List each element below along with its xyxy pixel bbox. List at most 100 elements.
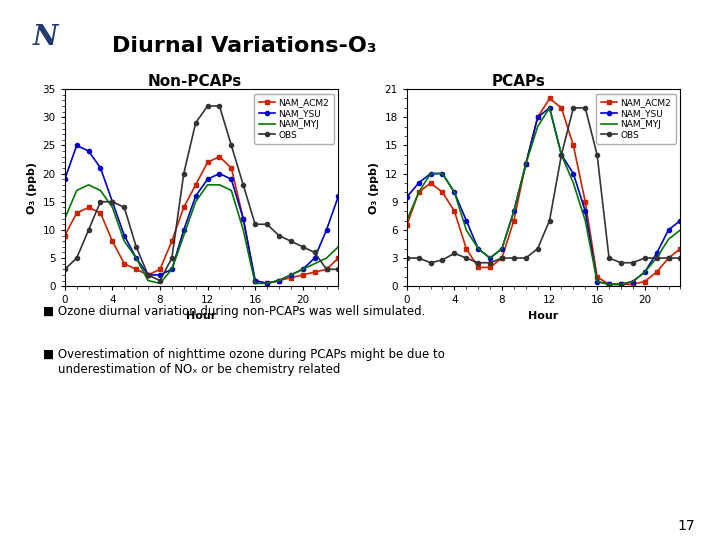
NAM_MYJ	[569, 180, 577, 186]
NAM_MYJ	[426, 170, 435, 177]
NAM_YSU	[510, 208, 518, 214]
NAM_YSU	[334, 193, 343, 199]
Text: Diurnal Variations-O₃: Diurnal Variations-O₃	[112, 36, 377, 56]
OBS	[498, 255, 506, 261]
NAM_YSU	[322, 227, 330, 233]
OBS	[108, 199, 117, 205]
NAM_MYJ	[605, 281, 613, 288]
NAM_ACM2	[298, 272, 307, 278]
NAM_MYJ	[251, 280, 259, 287]
NAM_YSU	[498, 245, 506, 252]
NAM_YSU	[192, 193, 200, 199]
Line: OBS: OBS	[63, 104, 341, 282]
NAM_YSU	[156, 272, 164, 278]
Text: N: N	[32, 24, 58, 51]
NAM_YSU	[450, 189, 459, 195]
NAM_YSU	[84, 148, 93, 154]
NAM_MYJ	[310, 260, 319, 267]
NAM_ACM2	[215, 153, 224, 160]
OBS	[581, 105, 590, 111]
OBS	[144, 272, 153, 278]
NAM_MYJ	[84, 181, 93, 188]
NAM_MYJ	[545, 105, 554, 111]
NAM_ACM2	[557, 105, 566, 111]
NAM_ACM2	[426, 180, 435, 186]
NAM_MYJ	[298, 266, 307, 273]
NAM_YSU	[629, 278, 637, 285]
NAM_ACM2	[132, 266, 140, 273]
NAM_YSU	[215, 170, 224, 177]
OBS	[426, 260, 435, 266]
NAM_YSU	[132, 255, 140, 261]
NAM_ACM2	[616, 281, 625, 288]
NAM_YSU	[486, 255, 495, 261]
OBS	[263, 221, 271, 227]
NAM_ACM2	[274, 278, 283, 284]
NAM_MYJ	[239, 227, 248, 233]
OBS	[156, 278, 164, 284]
NAM_YSU	[676, 217, 685, 224]
NAM_YSU	[426, 170, 435, 177]
NAM_ACM2	[144, 272, 153, 278]
NAM_YSU	[203, 176, 212, 183]
OBS	[415, 255, 423, 261]
NAM_YSU	[593, 278, 601, 285]
NAM_MYJ	[96, 187, 105, 194]
NAM_YSU	[534, 114, 542, 120]
NAM_ACM2	[415, 189, 423, 195]
NAM_YSU	[462, 217, 471, 224]
NAM_MYJ	[640, 269, 649, 275]
NAM_MYJ	[263, 280, 271, 287]
NAM_MYJ	[510, 208, 518, 214]
OBS	[569, 105, 577, 111]
OBS	[322, 266, 330, 273]
NAM_MYJ	[676, 227, 685, 233]
OBS	[640, 255, 649, 261]
Line: NAM_MYJ: NAM_MYJ	[65, 185, 338, 284]
NAM_MYJ	[450, 189, 459, 195]
NAM_ACM2	[179, 204, 188, 211]
NAM_MYJ	[132, 255, 140, 261]
OBS	[402, 255, 411, 261]
NAM_MYJ	[486, 255, 495, 261]
NAM_MYJ	[593, 278, 601, 285]
NAM_ACM2	[450, 208, 459, 214]
NAM_YSU	[60, 176, 69, 183]
NAM_ACM2	[156, 266, 164, 273]
OBS	[179, 170, 188, 177]
NAM_ACM2	[402, 222, 411, 228]
OBS	[73, 255, 81, 261]
NAM_MYJ	[156, 280, 164, 287]
Line: NAM_YSU: NAM_YSU	[405, 106, 683, 286]
OBS	[168, 255, 176, 261]
Text: ■ Overestimation of nighttime ozone during PCAPs might be due to
    underestima: ■ Overestimation of nighttime ozone duri…	[43, 348, 445, 376]
OBS	[203, 103, 212, 109]
NAM_ACM2	[168, 238, 176, 245]
NAM_ACM2	[605, 281, 613, 288]
Text: PCAPs: PCAPs	[492, 74, 545, 89]
NAM_ACM2	[474, 264, 482, 271]
NAM_MYJ	[192, 199, 200, 205]
NAM_YSU	[108, 199, 117, 205]
NAM_YSU	[521, 161, 530, 167]
NAM_YSU	[298, 266, 307, 273]
OBS	[652, 255, 661, 261]
OBS	[298, 244, 307, 250]
OBS	[215, 103, 224, 109]
NAM_MYJ	[144, 278, 153, 284]
NAM_ACM2	[438, 189, 447, 195]
Line: NAM_YSU: NAM_YSU	[63, 143, 341, 286]
NAM_MYJ	[521, 161, 530, 167]
NAM_YSU	[287, 272, 295, 278]
OBS	[593, 152, 601, 158]
NAM_ACM2	[652, 269, 661, 275]
NAM_MYJ	[616, 281, 625, 288]
NAM_YSU	[474, 245, 482, 252]
NAM_ACM2	[108, 238, 117, 245]
OBS	[132, 244, 140, 250]
NAM_ACM2	[203, 159, 212, 166]
NAM_ACM2	[227, 165, 235, 171]
Line: OBS: OBS	[405, 106, 683, 265]
NAM_YSU	[96, 165, 105, 171]
NAM_MYJ	[474, 245, 482, 252]
